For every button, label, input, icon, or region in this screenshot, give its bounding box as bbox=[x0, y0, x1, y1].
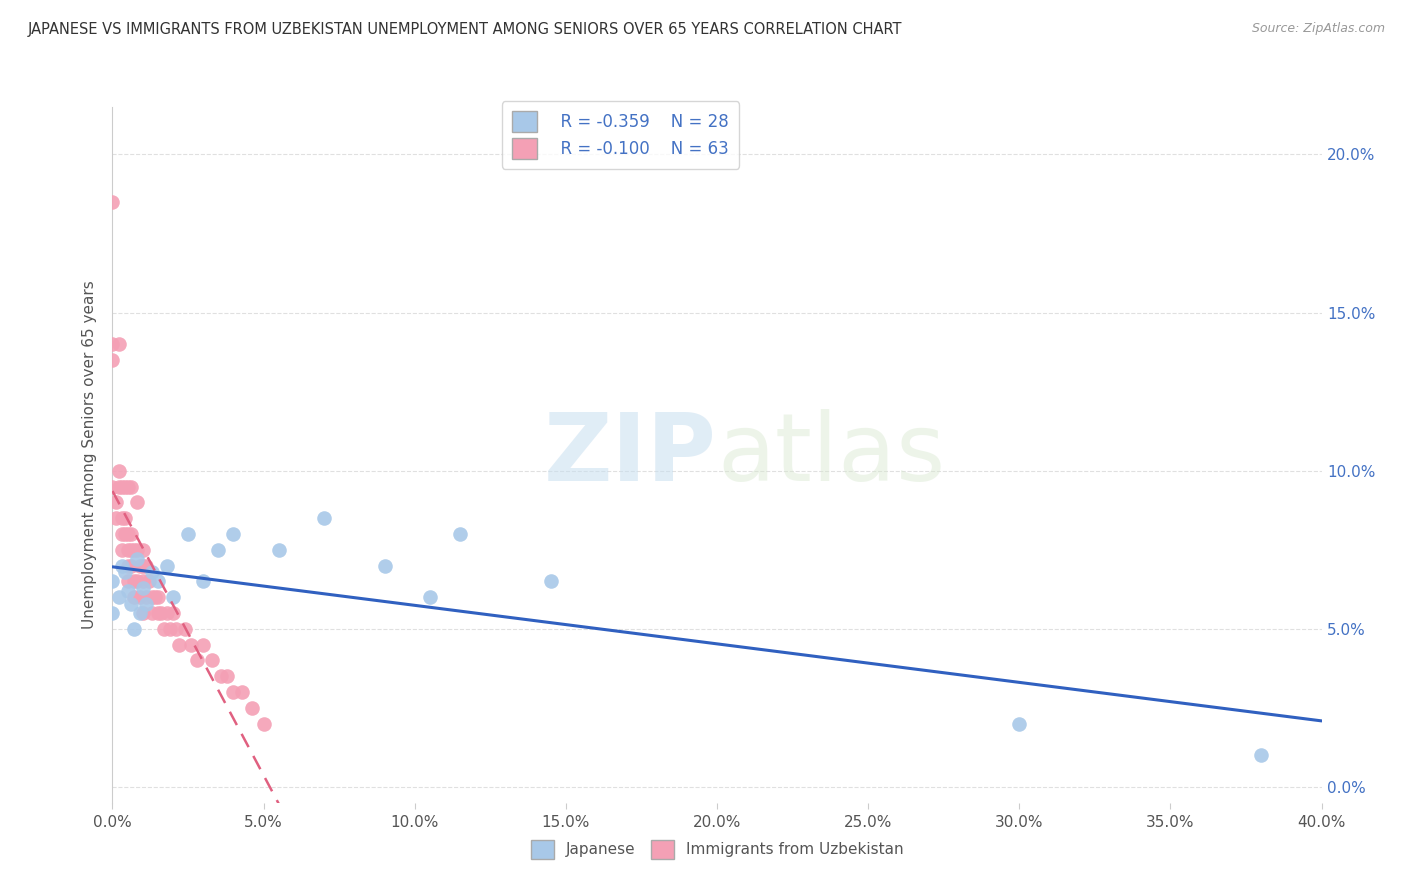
Point bbox=[110, 558, 132, 573]
Point bbox=[125, 542, 148, 557]
Point bbox=[110, 542, 132, 557]
Point bbox=[186, 653, 208, 667]
Point bbox=[117, 583, 139, 598]
Point bbox=[125, 495, 148, 509]
Point bbox=[135, 597, 157, 611]
Point bbox=[114, 527, 136, 541]
Point bbox=[128, 558, 150, 573]
Point bbox=[107, 479, 129, 493]
Point bbox=[101, 337, 124, 351]
Point bbox=[117, 574, 139, 589]
Point bbox=[107, 337, 129, 351]
Text: atlas: atlas bbox=[717, 409, 945, 501]
Point bbox=[122, 574, 145, 589]
Point bbox=[125, 552, 148, 566]
Point bbox=[120, 479, 142, 493]
Point bbox=[449, 527, 471, 541]
Point bbox=[101, 479, 124, 493]
Point bbox=[209, 669, 232, 683]
Point bbox=[101, 353, 124, 368]
Point bbox=[117, 542, 139, 557]
Point bbox=[253, 716, 276, 731]
Point bbox=[132, 581, 155, 595]
Point bbox=[191, 638, 214, 652]
Point bbox=[374, 558, 396, 573]
Point bbox=[201, 653, 224, 667]
Point bbox=[114, 565, 136, 579]
Point bbox=[125, 574, 148, 589]
Point bbox=[174, 622, 197, 636]
Point bbox=[153, 622, 176, 636]
Point bbox=[191, 574, 214, 589]
Point bbox=[207, 542, 229, 557]
Point bbox=[141, 591, 163, 605]
Point bbox=[117, 558, 139, 573]
Point bbox=[101, 194, 124, 209]
Point bbox=[222, 527, 245, 541]
Point bbox=[146, 591, 169, 605]
Legend: Japanese, Immigrants from Uzbekistan: Japanese, Immigrants from Uzbekistan bbox=[524, 834, 910, 864]
Point bbox=[138, 574, 160, 589]
Point bbox=[240, 701, 263, 715]
Point bbox=[120, 597, 142, 611]
Point bbox=[143, 591, 166, 605]
Point bbox=[114, 479, 136, 493]
Point bbox=[217, 669, 239, 683]
Point bbox=[135, 558, 157, 573]
Point bbox=[122, 591, 145, 605]
Y-axis label: Unemployment Among Seniors over 65 years: Unemployment Among Seniors over 65 years bbox=[82, 281, 97, 629]
Point bbox=[141, 606, 163, 620]
Point bbox=[122, 622, 145, 636]
Point bbox=[120, 542, 142, 557]
Point bbox=[120, 527, 142, 541]
Point bbox=[419, 591, 441, 605]
Point bbox=[132, 542, 155, 557]
Text: JAPANESE VS IMMIGRANTS FROM UZBEKISTAN UNEMPLOYMENT AMONG SENIORS OVER 65 YEARS : JAPANESE VS IMMIGRANTS FROM UZBEKISTAN U… bbox=[28, 22, 903, 37]
Point bbox=[162, 591, 184, 605]
Point bbox=[162, 606, 184, 620]
Point bbox=[156, 606, 179, 620]
Point bbox=[267, 542, 290, 557]
Point bbox=[1250, 748, 1272, 763]
Point bbox=[110, 479, 132, 493]
Point bbox=[122, 542, 145, 557]
Point bbox=[314, 511, 336, 525]
Point bbox=[222, 685, 245, 699]
Point bbox=[110, 527, 132, 541]
Point bbox=[117, 527, 139, 541]
Point bbox=[132, 558, 155, 573]
Point bbox=[114, 511, 136, 525]
Point bbox=[149, 606, 172, 620]
Point bbox=[104, 495, 127, 509]
Text: ZIP: ZIP bbox=[544, 409, 717, 501]
Point bbox=[117, 479, 139, 493]
Point bbox=[146, 606, 169, 620]
Point bbox=[132, 606, 155, 620]
Point bbox=[107, 591, 129, 605]
Point bbox=[101, 606, 124, 620]
Point bbox=[128, 591, 150, 605]
Point bbox=[1008, 716, 1031, 731]
Point bbox=[165, 622, 187, 636]
Point bbox=[132, 574, 155, 589]
Point bbox=[177, 527, 200, 541]
Point bbox=[128, 606, 150, 620]
Point bbox=[104, 511, 127, 525]
Point bbox=[141, 565, 163, 579]
Point bbox=[231, 685, 253, 699]
Point bbox=[180, 638, 202, 652]
Point bbox=[167, 638, 190, 652]
Point bbox=[159, 622, 181, 636]
Text: Source: ZipAtlas.com: Source: ZipAtlas.com bbox=[1251, 22, 1385, 36]
Point bbox=[540, 574, 562, 589]
Point bbox=[110, 511, 132, 525]
Point bbox=[135, 591, 157, 605]
Point bbox=[156, 558, 179, 573]
Point bbox=[146, 574, 169, 589]
Point bbox=[101, 574, 124, 589]
Point bbox=[120, 558, 142, 573]
Point bbox=[107, 464, 129, 478]
